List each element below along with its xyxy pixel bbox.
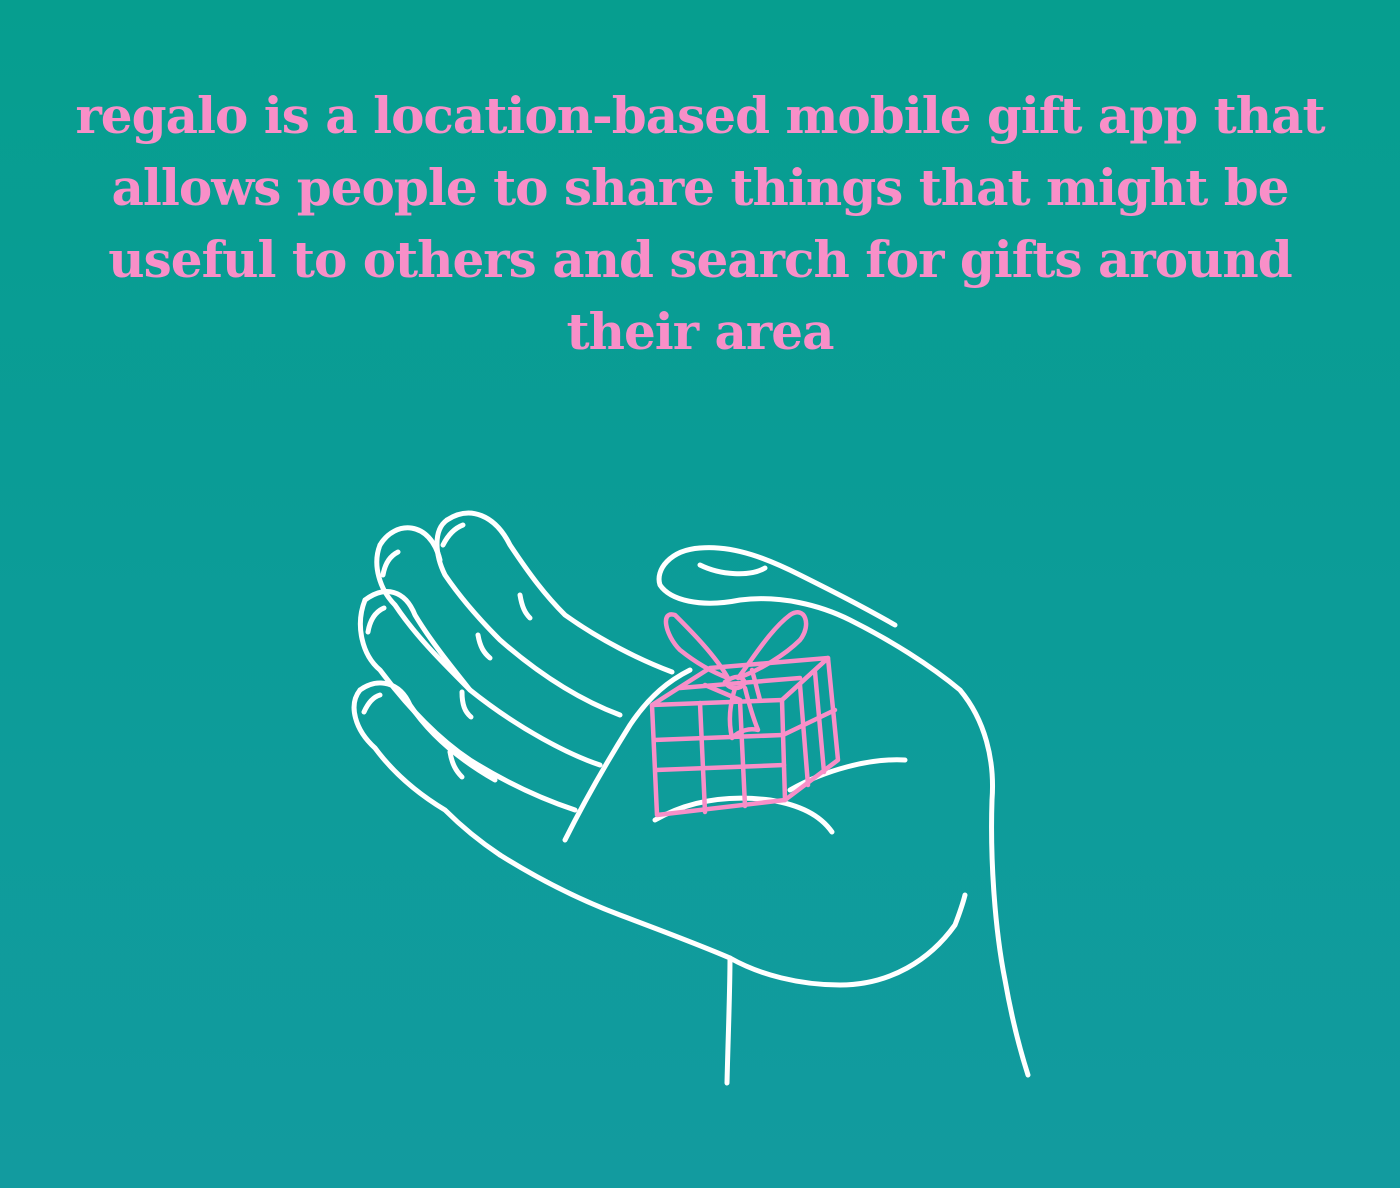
headline: regalo is a location-based mobile gift a… xyxy=(75,86,1325,361)
hand-outline xyxy=(351,510,1031,1086)
gift-box-icon xyxy=(649,610,841,818)
